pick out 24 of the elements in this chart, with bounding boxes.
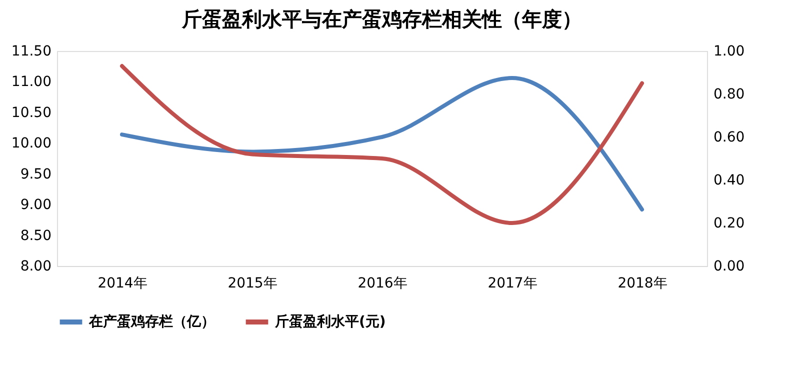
y2-tick-label: 0.40 — [714, 172, 745, 188]
y-tick-label: 8.50 — [20, 228, 52, 244]
y2-tick-label: 1.00 — [714, 44, 745, 60]
line-series — [120, 76, 644, 212]
line-series — [120, 64, 644, 225]
y2-tick-label: 0.20 — [714, 216, 745, 232]
y-tick-label: 10.00 — [11, 136, 52, 152]
y-tick-label: 9.50 — [20, 166, 52, 182]
y2-tick-label: 0.80 — [714, 86, 745, 102]
y-tick-label: 11.00 — [11, 74, 52, 90]
y-tick-label: 8.00 — [20, 258, 52, 274]
x-tick-label: 2015年 — [228, 276, 278, 292]
y2-tick-label: 0.00 — [714, 258, 745, 274]
y-tick-label: 10.50 — [11, 104, 52, 121]
x-tick-label: 2014年 — [98, 276, 148, 292]
y2-tick-label: 0.60 — [714, 130, 745, 146]
legend-label: 斤蛋盈利水平(元) — [274, 313, 386, 330]
y-tick-label: 11.50 — [11, 44, 52, 60]
y-tick-label: 9.00 — [20, 197, 52, 214]
chart-title: 斤蛋盈利水平与在产蛋鸡存栏相关性（年度） — [181, 7, 582, 31]
x-tick-label: 2017年 — [488, 276, 538, 292]
x-tick-label: 2016年 — [358, 276, 408, 292]
x-tick-label: 2018年 — [618, 276, 668, 292]
legend-label: 在产蛋鸡存栏（亿） — [88, 313, 215, 330]
